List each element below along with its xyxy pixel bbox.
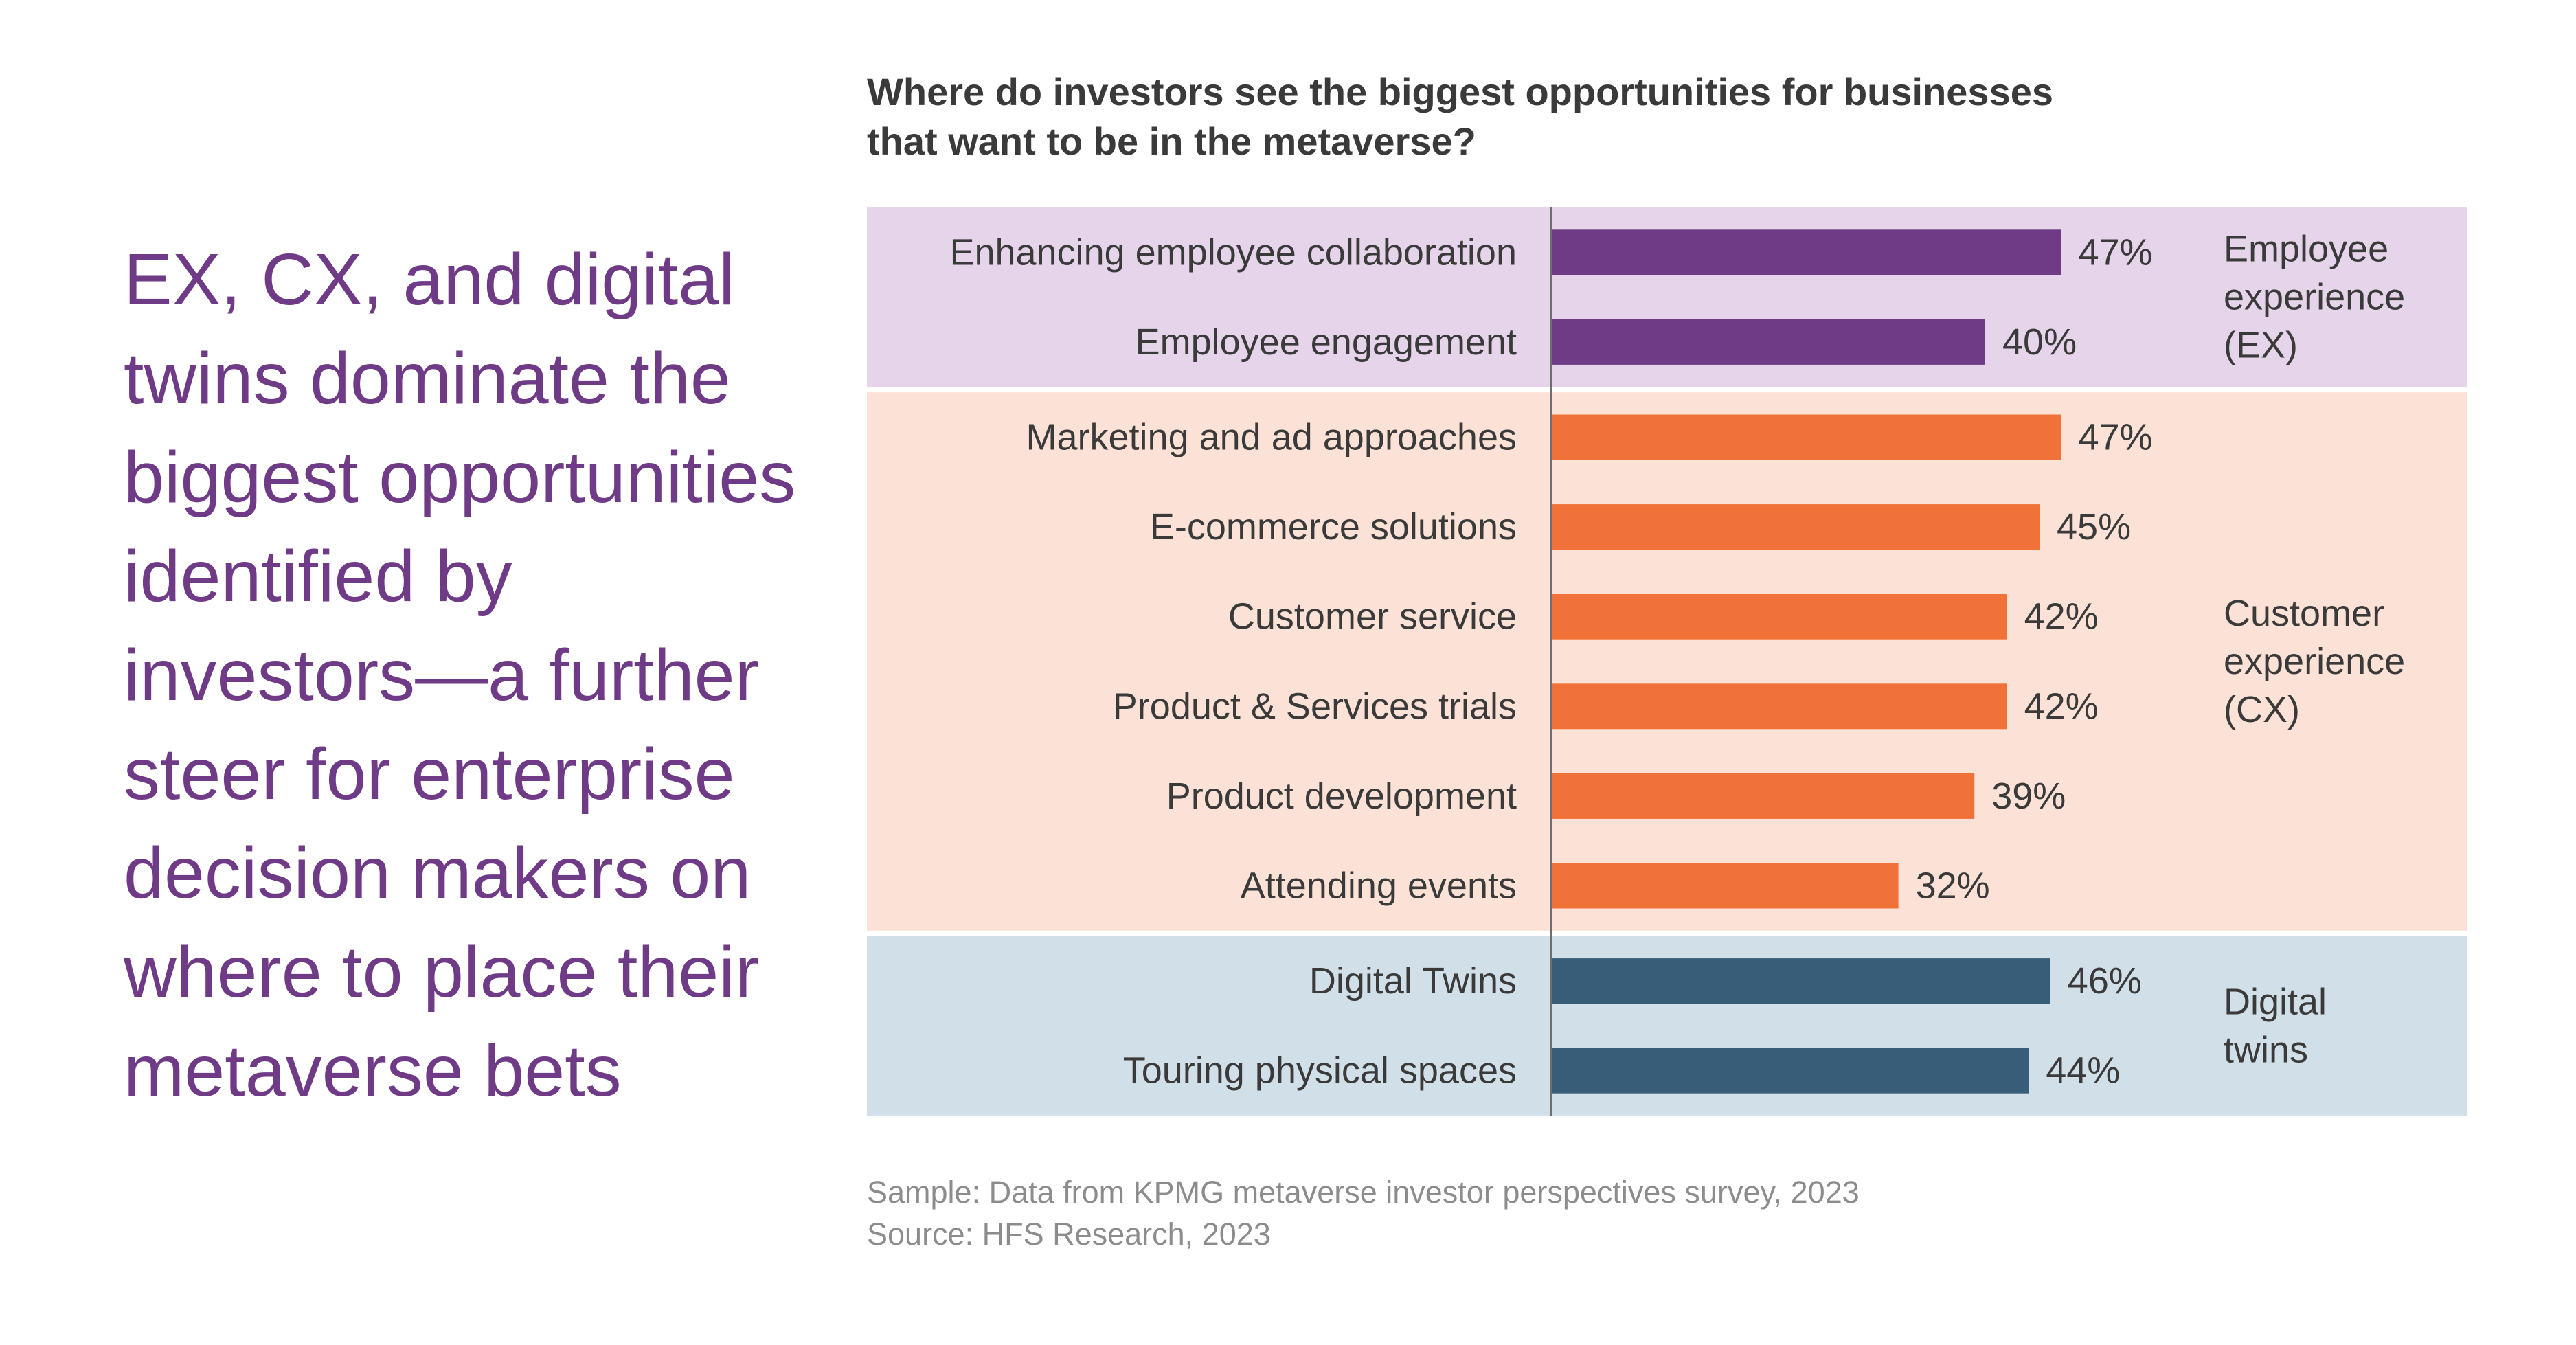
value-label-attending-events: 32% <box>1916 866 1990 907</box>
bar-customer-service <box>1551 594 2007 640</box>
value-label-enhancing-employee-collaboration: 47% <box>2079 231 2153 273</box>
value-label-marketing-and-ad-approaches: 47% <box>2079 417 2153 458</box>
bar-touring-physical-spaces <box>1551 1048 2029 1094</box>
group-label-3-line-2: twins <box>2224 1029 2308 1070</box>
group-label-2-line-1: Customer <box>2224 593 2384 634</box>
source-note: Source: HFS Research, 2023 <box>867 1217 1271 1252</box>
group-band-2 <box>867 392 2467 931</box>
group-label-3-line-1: Digital <box>2224 981 2327 1022</box>
category-label-product-and-services-trials: Product & Services trials <box>1113 686 1517 727</box>
bar-digital-twins <box>1551 958 2050 1004</box>
category-label-touring-physical-spaces: Touring physical spaces <box>1123 1050 1517 1092</box>
category-label-customer-service: Customer service <box>1228 596 1517 637</box>
category-label-attending-events: Attending events <box>1241 866 1517 907</box>
value-label-e-commerce-solutions: 45% <box>2057 506 2131 547</box>
headline: EX, CX, and digital twins dominate the b… <box>124 239 796 1111</box>
category-label-marketing-and-ad-approaches: Marketing and ad approaches <box>1026 417 1517 458</box>
chart-title-line-1: Where do investors see the biggest oppor… <box>867 70 2054 113</box>
bar-product-and-services-trials <box>1551 683 2007 730</box>
group-label-2-line-3: (CX) <box>2224 689 2300 730</box>
category-label-digital-twins: Digital Twins <box>1309 960 1517 1002</box>
group-label-1-line-3: (EX) <box>2224 325 2298 366</box>
bar-e-commerce-solutions <box>1551 504 2040 550</box>
value-label-product-and-services-trials: 42% <box>2024 686 2099 727</box>
value-label-customer-service: 42% <box>2024 596 2099 637</box>
bar-enhancing-employee-collaboration <box>1551 229 2061 275</box>
group-label-1-line-2: experience <box>2224 277 2405 318</box>
chart-title-line-2: that want to be in the metaverse? <box>867 120 1476 163</box>
bar-marketing-and-ad-approaches <box>1551 414 2061 460</box>
bar-attending-events <box>1551 863 1899 909</box>
value-label-employee-engagement: 40% <box>2002 321 2077 363</box>
bar-product-development <box>1551 773 1975 819</box>
category-label-enhancing-employee-collaboration: Enhancing employee collaboration <box>949 231 1517 273</box>
sample-note: Sample: Data from KPMG metaverse investo… <box>867 1175 1860 1210</box>
value-label-product-development: 39% <box>1991 776 2066 817</box>
category-label-product-development: Product development <box>1166 776 1517 817</box>
category-label-e-commerce-solutions: E-commerce solutions <box>1150 506 1517 547</box>
group-label-2-line-2: experience <box>2224 641 2405 682</box>
value-label-digital-twins: 46% <box>2068 960 2142 1002</box>
chart-title: Where do investors see the biggest oppor… <box>867 67 2172 166</box>
category-label-employee-engagement: Employee engagement <box>1136 321 1517 363</box>
group-label-1-line-1: Employee <box>2224 229 2388 270</box>
bar-employee-engagement <box>1551 319 1985 365</box>
value-label-touring-physical-spaces: 44% <box>2046 1050 2120 1092</box>
footnote: Sample: Data from KPMG metaverse investo… <box>867 1171 1860 1255</box>
